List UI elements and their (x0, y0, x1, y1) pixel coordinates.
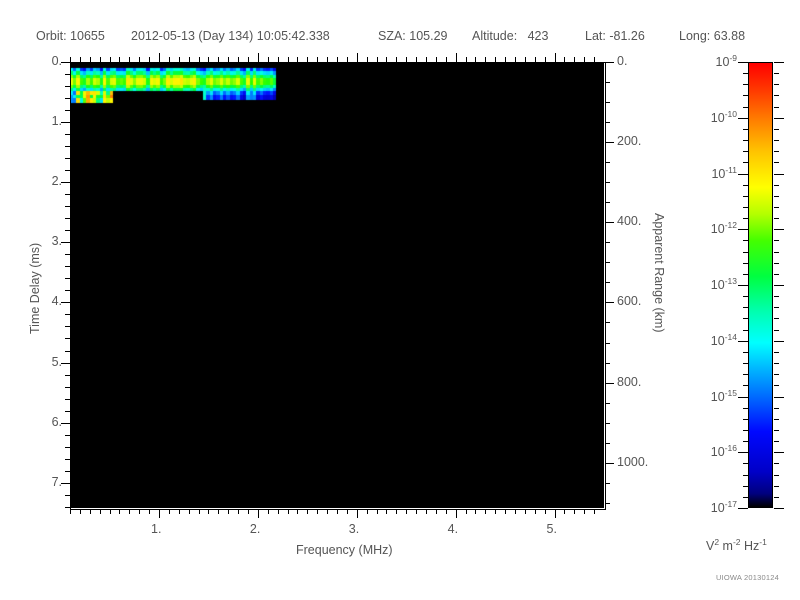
y-axis-right-title: Apparent Range (km) (652, 213, 666, 333)
header-latitude: Lat: -81.26 (585, 29, 645, 43)
header-datetime: 2012-05-13 (Day 134) 10:05:42.338 (131, 29, 330, 43)
y-left-tick-label: 3. (51, 234, 62, 249)
colorbar-tick-label: 10-9 (715, 53, 737, 70)
y-right-tick-label: 0. (617, 54, 628, 68)
y-right-tick-label: 400. (617, 214, 642, 229)
colorbar-tick-label: 10-12 (710, 220, 737, 237)
colorbar-tick-label: 10-15 (710, 387, 737, 404)
x-tick-label: 4. (447, 522, 459, 536)
y-left-tick-label: 2. (51, 174, 62, 189)
x-tick-label: 3. (348, 522, 360, 536)
y-right-tick-label: 800. (617, 374, 642, 389)
institution-credit: UIOWA 20130124 (716, 573, 779, 582)
y-right-tick-label: 600. (617, 294, 642, 309)
y-left-tick-label: 4. (51, 294, 62, 309)
y-left-tick-label: 0. (51, 54, 62, 68)
y-left-tick-label: 6. (51, 414, 62, 429)
metadata-header: Orbit: 10655 2012-05-13 (Day 134) 10:05:… (0, 29, 800, 47)
y-right-tick-label: 1000. (617, 454, 649, 469)
colorbar-tick-label: 10-14 (710, 331, 737, 348)
x-tick-label: 1. (151, 522, 162, 536)
colorbar-tick-label: 10-11 (711, 164, 737, 181)
header-orbit: Orbit: 10655 (36, 29, 105, 43)
ionogram-canvas (70, 62, 604, 508)
colorbar-tick-label: 10-13 (710, 276, 737, 293)
header-longitude: Long: 63.88 (679, 29, 746, 43)
x-tick-label: 2. (249, 522, 261, 536)
y-left-tick-label: 1. (51, 114, 62, 129)
header-altitude: Altitude: 423 (472, 29, 549, 43)
colorbar (748, 62, 773, 508)
colorbar-tick-label: 10-16 (710, 443, 737, 460)
y-right-tick-label: 200. (617, 134, 642, 149)
header-sza: SZA: 105.29 (378, 29, 448, 43)
y-left-tick-label: 7. (51, 474, 62, 489)
y-left-tick-label: 5. (51, 354, 62, 369)
colorbar-tick-label: 10-10 (710, 108, 737, 125)
y-axis-left-title: Time Delay (ms) (28, 242, 42, 334)
colorbar-unit-label: V2 m-2 Hz-1 (706, 537, 767, 554)
x-axis-title: Frequency (MHz) (296, 543, 393, 557)
ionogram-heatmap (70, 62, 604, 508)
colorbar-tick-label: 10-17 (710, 499, 737, 516)
x-tick-label: 5. (546, 522, 557, 536)
